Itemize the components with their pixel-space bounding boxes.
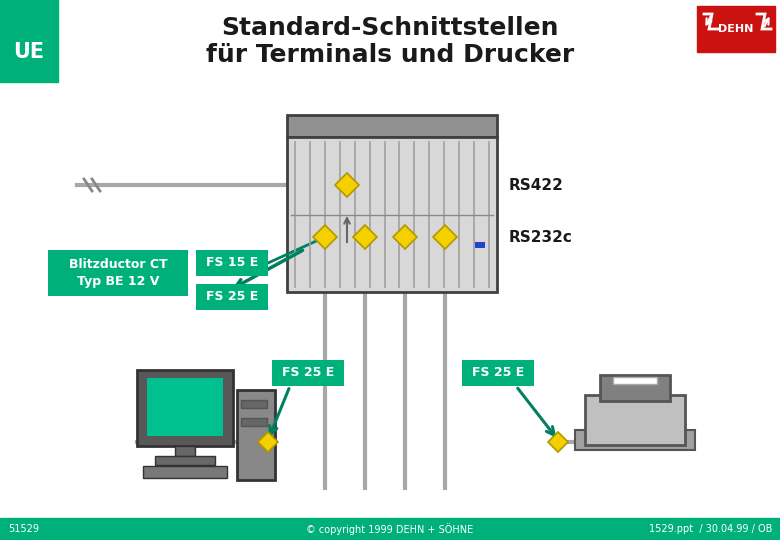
Bar: [147, 378, 223, 436]
Text: Blitzductor CT: Blitzductor CT: [69, 258, 168, 271]
Bar: [585, 395, 685, 445]
Bar: [613, 377, 657, 384]
Text: FS 25 E: FS 25 E: [282, 367, 334, 380]
Bar: [575, 430, 695, 450]
Text: FS 25 E: FS 25 E: [472, 367, 524, 380]
Bar: [155, 456, 215, 465]
Bar: [196, 284, 268, 310]
Text: Typ BE 12 V: Typ BE 12 V: [76, 275, 159, 288]
Polygon shape: [335, 173, 359, 197]
Bar: [48, 250, 188, 296]
Bar: [600, 375, 670, 401]
Bar: [287, 115, 497, 137]
Text: RS232c: RS232c: [509, 230, 573, 245]
Bar: [137, 370, 233, 446]
Bar: [241, 418, 267, 426]
Text: UE: UE: [13, 42, 44, 62]
Bar: [175, 446, 195, 456]
Polygon shape: [393, 225, 417, 249]
Text: Standard-Schnittstellen: Standard-Schnittstellen: [222, 16, 558, 40]
Polygon shape: [433, 225, 457, 249]
Polygon shape: [258, 432, 278, 452]
Bar: [475, 242, 485, 248]
Text: FS 25 E: FS 25 E: [206, 291, 258, 303]
Bar: [697, 6, 775, 52]
Bar: [143, 466, 227, 478]
Text: © copyright 1999 DEHN + SÖHNE: © copyright 1999 DEHN + SÖHNE: [307, 523, 473, 535]
Bar: [462, 360, 534, 386]
Bar: [0, 0, 58, 82]
Bar: [0, 518, 780, 540]
Polygon shape: [353, 225, 377, 249]
Text: für Terminals und Drucker: für Terminals und Drucker: [206, 43, 574, 67]
Bar: [272, 360, 344, 386]
Polygon shape: [313, 225, 337, 249]
Text: FS 15 E: FS 15 E: [206, 256, 258, 269]
Polygon shape: [548, 432, 568, 452]
Text: 51529: 51529: [8, 524, 39, 534]
Bar: [241, 400, 267, 408]
Bar: [237, 390, 275, 480]
Text: 1529.ppt  / 30.04.99 / OB: 1529.ppt / 30.04.99 / OB: [649, 524, 772, 534]
Text: RS422: RS422: [509, 178, 564, 192]
Text: DEHN: DEHN: [718, 24, 753, 34]
Bar: [196, 250, 268, 276]
Bar: [287, 137, 497, 292]
